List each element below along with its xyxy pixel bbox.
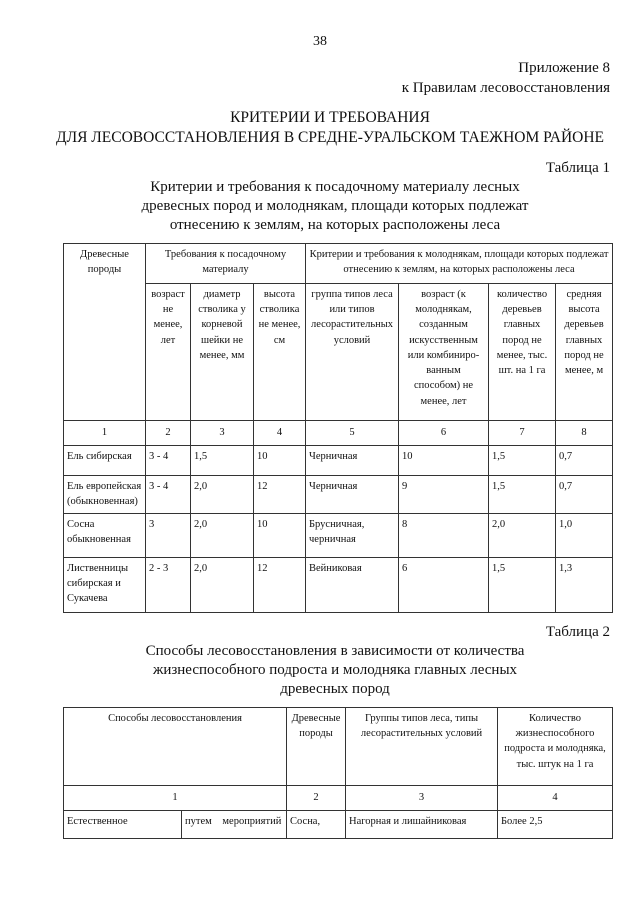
caption-line: Способы лесовосстановления в зависимости… bbox=[145, 643, 525, 659]
table-row: Сосна обыкновенная 3 2,0 10 Брусничная, черн… bbox=[63, 513, 614, 558]
table-cell: 2,0 bbox=[190, 513, 254, 558]
table-cell: Черничная bbox=[305, 475, 400, 514]
table-cell: 8 bbox=[398, 513, 490, 558]
table-cell: 2,0 bbox=[190, 475, 254, 514]
table-cell: 9 bbox=[398, 475, 490, 514]
table-cell: 1,5 bbox=[488, 475, 557, 514]
header-methods: Способы лесовосстановления bbox=[62, 707, 288, 786]
header-species: Древесные породы bbox=[63, 243, 146, 421]
column-number: 2 bbox=[286, 785, 347, 811]
column-number: 8 bbox=[555, 420, 614, 446]
header-young: Критерии и требования к молоднякам, площ… bbox=[305, 243, 614, 284]
table-cell: 10 bbox=[398, 445, 490, 476]
caption-line: Критерии и требования к посадочному мате… bbox=[150, 179, 520, 195]
subheader: возраст (к молоднякам, созданным искусст… bbox=[398, 283, 490, 421]
column-number: 2 bbox=[145, 420, 191, 446]
column-number: 4 bbox=[252, 420, 307, 446]
table-cell: 12 bbox=[252, 557, 307, 613]
table-cell: Лиственницы сибирская и Сукачева bbox=[63, 557, 146, 613]
column-number: 1 bbox=[63, 420, 146, 446]
table-cell: Сосна обыкновенная bbox=[63, 513, 146, 558]
table-cell: Нагорная и лишайниковая bbox=[345, 810, 499, 839]
table2: Способы лесовосстановления Древесные пор… bbox=[62, 707, 614, 839]
column-number: 3 bbox=[345, 785, 499, 811]
caption-line: отнесению к землям, на которых расположе… bbox=[169, 217, 501, 233]
document-title: КРИТЕРИИ И ТРЕБОВАНИЯ ДЛЯ ЛЕСОВОССТАНОВЛ… bbox=[40, 108, 620, 148]
table-cell: 0,7 bbox=[555, 475, 614, 514]
caption-line: древесных пород и молоднякам, площади ко… bbox=[141, 198, 529, 214]
subheader: средняя высота деревьев главных пород не… bbox=[555, 283, 614, 421]
column-number: 5 bbox=[305, 420, 400, 446]
table-cell: Естественное bbox=[63, 810, 182, 839]
table-cell: 1,5 bbox=[190, 445, 254, 476]
appendix-line-2: к Правилам лесовосстановления bbox=[401, 80, 610, 96]
table2-caption: Способы лесовосстановления в зависимости… bbox=[60, 642, 610, 699]
header-forest-types: Группы типов леса, типы лесорастительных… bbox=[345, 707, 499, 786]
table1-label: Таблица 1 bbox=[545, 160, 610, 176]
table-cell: Сосна, bbox=[286, 810, 347, 839]
subheader: количество деревьев главных пород не мен… bbox=[488, 283, 557, 421]
table-cell: 2,0 bbox=[488, 513, 557, 558]
table-cell: Ель сибирская bbox=[63, 445, 146, 476]
table-cell: Вейниковая bbox=[305, 557, 400, 613]
caption-line: древесных пород bbox=[280, 681, 390, 697]
column-number: 1 bbox=[62, 785, 288, 811]
table-cell: 0,7 bbox=[555, 445, 614, 476]
table-cell: 1,5 bbox=[488, 445, 557, 476]
header-quantity: Количество жизнеспособного подроста и мо… bbox=[497, 707, 614, 786]
header-species: Древесные породы bbox=[286, 707, 347, 786]
appendix-line-1: Приложение 8 bbox=[518, 60, 610, 76]
column-number: 3 bbox=[190, 420, 254, 446]
table-cell: 2 - 3 bbox=[145, 557, 191, 613]
caption-line: жизнеспособного подроста и молодняка гла… bbox=[152, 662, 518, 678]
subheader: группа типов леса или типов лесорастител… bbox=[305, 283, 400, 421]
table-cell: 3 bbox=[145, 513, 191, 558]
table-cell: 3 - 4 bbox=[145, 445, 191, 476]
title-line-2: ДЛЯ ЛЕСОВОССТАНОВЛЕНИЯ В СРЕДНЕ-УРАЛЬСКО… bbox=[56, 129, 604, 146]
table-cell: 3 - 4 bbox=[145, 475, 191, 514]
table-row: Ель сибирская 3 - 4 1,5 10 Черничная 10 1,5 0,7 bbox=[63, 445, 614, 476]
table-cell: путем мероприятий bbox=[180, 810, 288, 839]
table-cell: 10 bbox=[252, 445, 307, 476]
appendix-note: Приложение 8 к Правилам лесовосстановлен… bbox=[402, 58, 610, 98]
column-number: 4 bbox=[497, 785, 614, 811]
table-row: Лиственницы сибирская и Сукачева 2 - 3 2,0… bbox=[63, 557, 614, 613]
title-line-1: КРИТЕРИИ И ТРЕБОВАНИЯ bbox=[230, 109, 430, 126]
column-number: 7 bbox=[488, 420, 557, 446]
table2-label: Таблица 2 bbox=[545, 624, 610, 640]
table-cell: 12 bbox=[252, 475, 307, 514]
subheader: высота стволика не менее, см bbox=[252, 283, 307, 421]
column-number: 6 bbox=[398, 420, 490, 446]
table-cell: 1,3 bbox=[555, 557, 614, 613]
table-cell: 1,0 bbox=[555, 513, 614, 558]
table-cell: Более 2,5 bbox=[497, 810, 614, 839]
subheader: возраст не менее, лет bbox=[145, 283, 191, 421]
table-cell: 2,0 bbox=[190, 557, 254, 613]
table1-caption: Критерии и требования к посадочному мате… bbox=[60, 178, 610, 235]
table1: Древесные породы Требования к посадочном… bbox=[63, 243, 614, 613]
header-planting: Требования к посадочному материалу bbox=[144, 243, 307, 284]
table-cell: 10 bbox=[252, 513, 307, 558]
subheader: диаметр стволика у корневой шейки не мен… bbox=[190, 283, 254, 421]
table-cell: Ель европейская (обыкновенная) bbox=[63, 475, 146, 514]
table-cell: Брусничная, черничная bbox=[305, 513, 400, 558]
page-number: 38 bbox=[313, 34, 327, 49]
table-cell: 1,5 bbox=[488, 557, 557, 613]
table-row: Ель европейская (обыкновенная) 3 - 4 2,0 12… bbox=[63, 475, 614, 514]
table-cell: 6 bbox=[398, 557, 490, 613]
table-cell: Черничная bbox=[305, 445, 400, 476]
